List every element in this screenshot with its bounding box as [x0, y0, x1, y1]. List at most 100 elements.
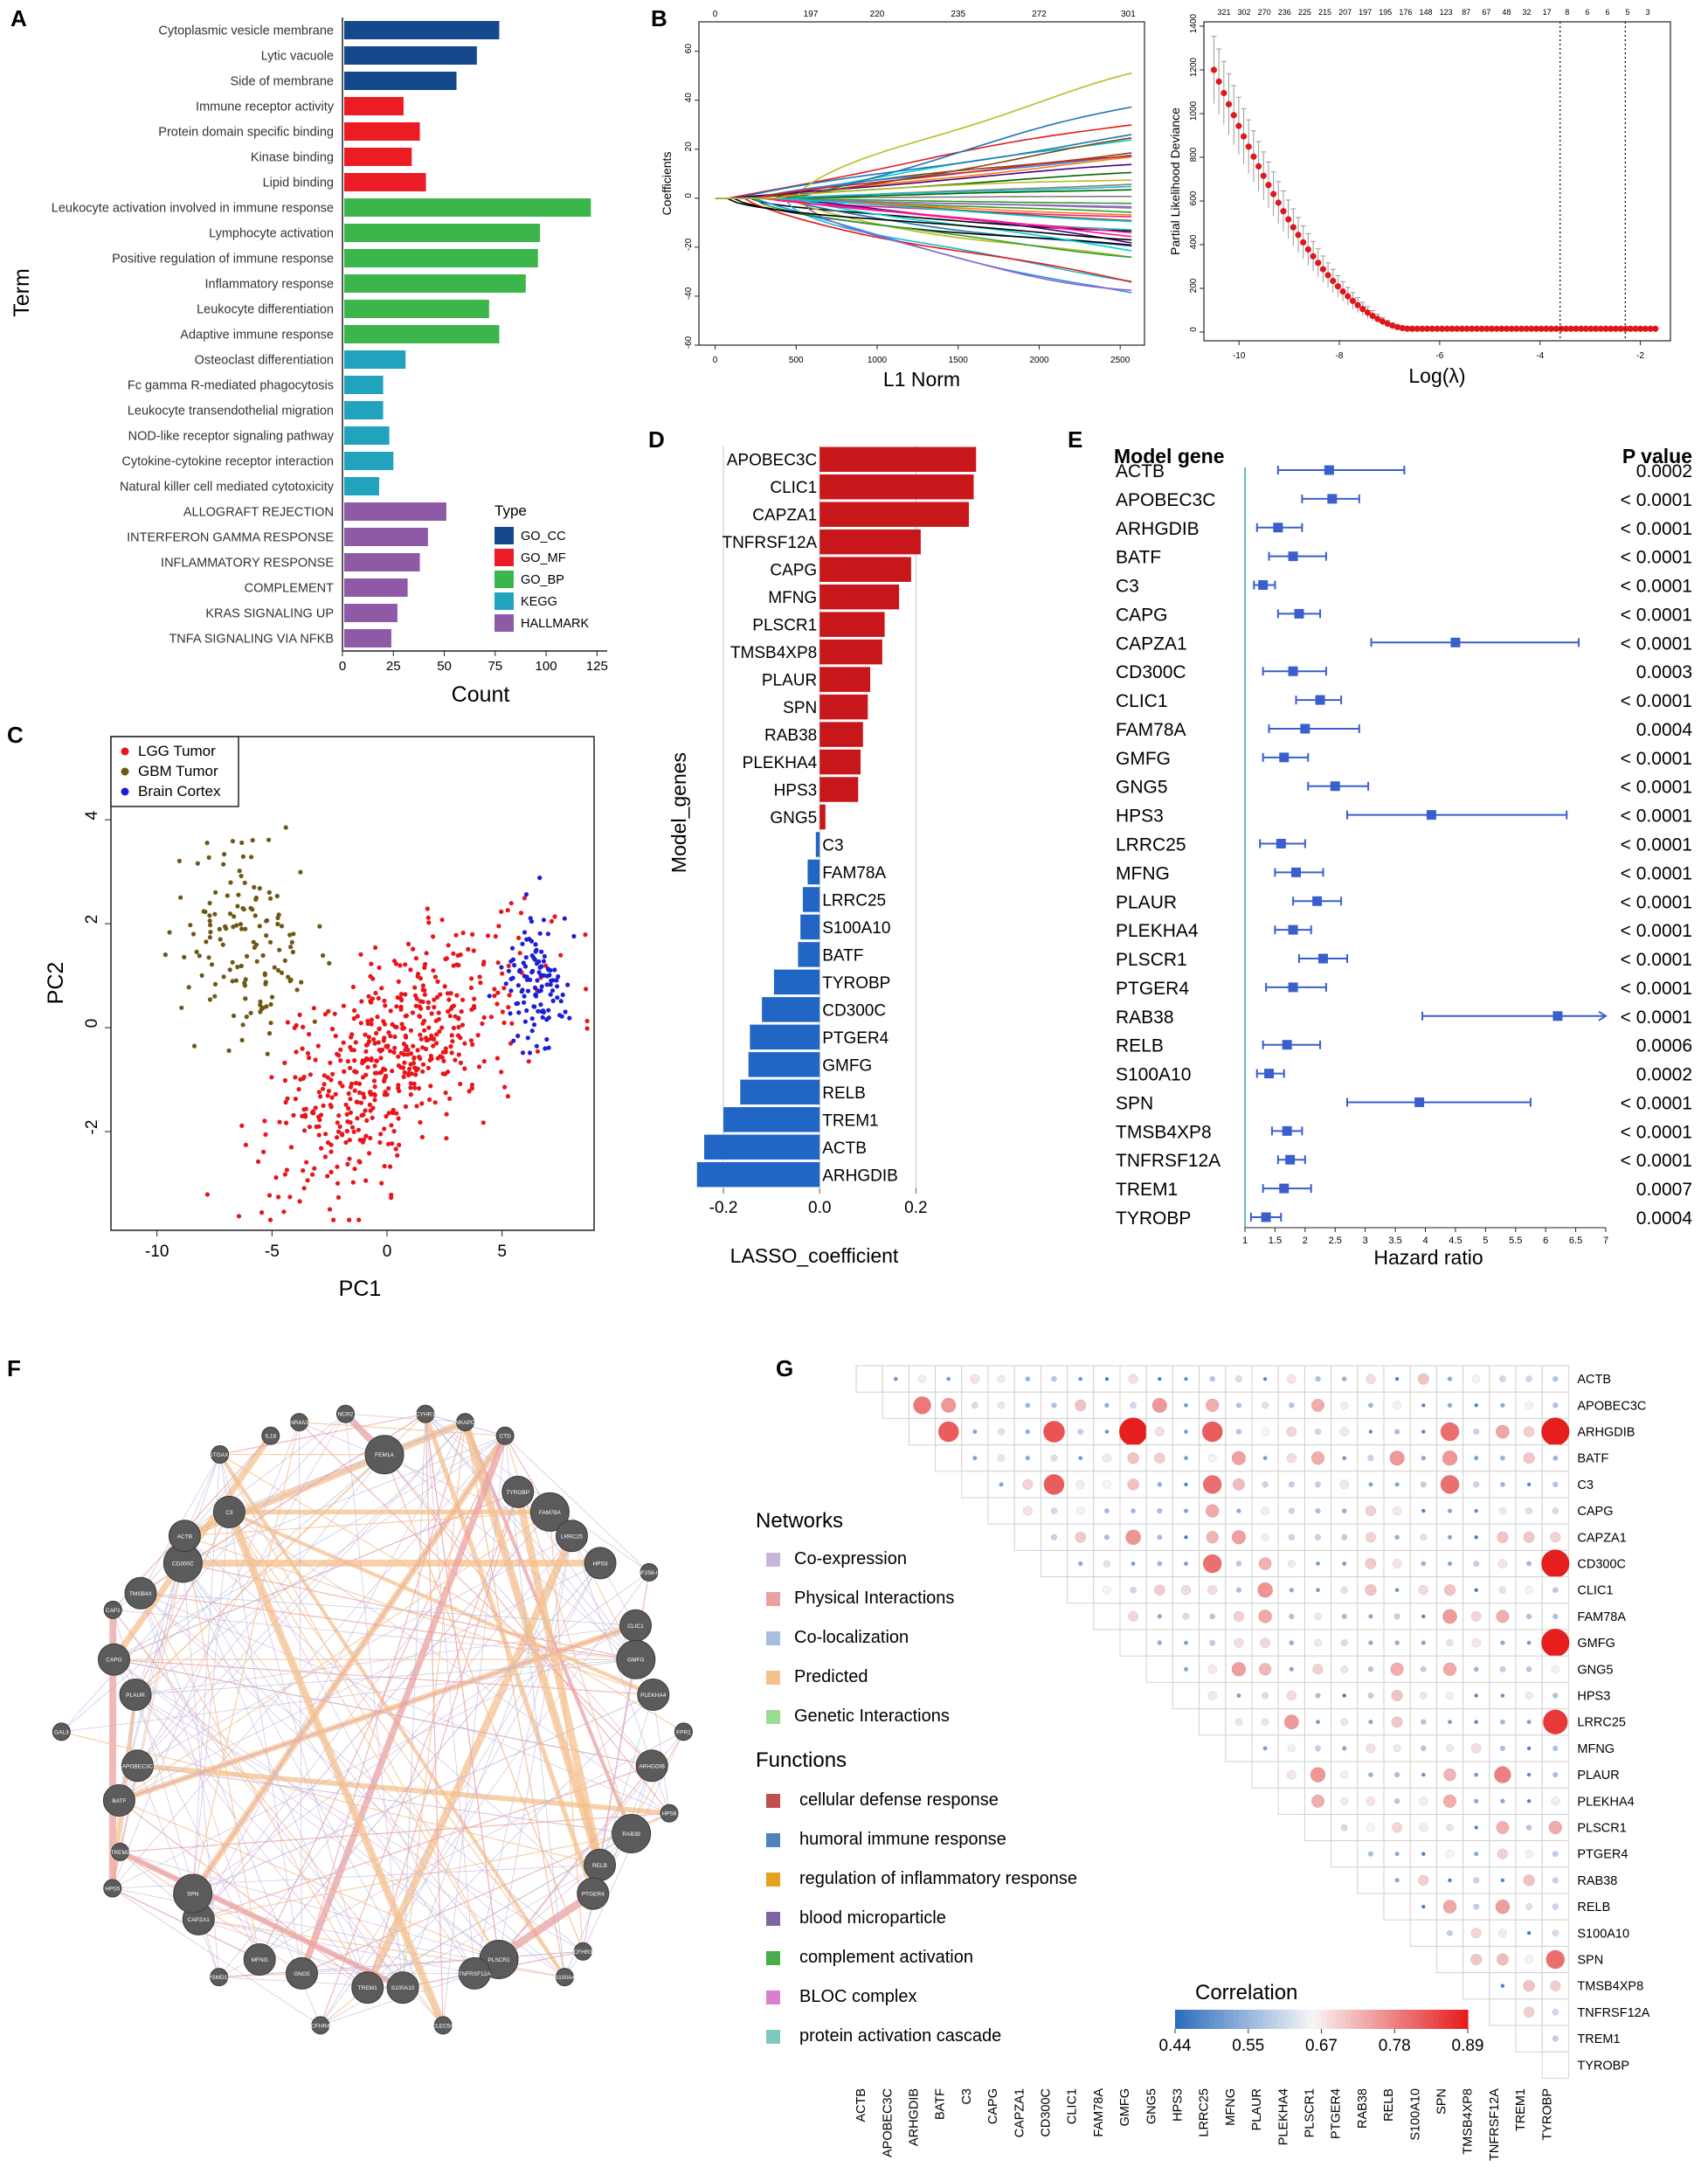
g-correlation-dot-capg-plscr1 — [1315, 1507, 1321, 1514]
f-network-edge — [119, 1799, 500, 1961]
c-sample-point-lgg-tumor — [347, 1138, 352, 1143]
g-correlation-dot-plekha4-tnfrsf12a — [1500, 1798, 1505, 1804]
c-sample-point-gbm-tumor — [283, 825, 288, 830]
c-sample-point-brain-cortex — [544, 973, 550, 979]
g-matrix-cell — [1331, 1444, 1359, 1472]
g-correlation-dot-actb-plekha4 — [1286, 1374, 1297, 1384]
c-sample-point-lgg-tumor — [269, 1075, 274, 1080]
c-legend-label: LGG Tumor — [138, 743, 216, 759]
c-sample-point-gbm-tumor — [213, 890, 218, 895]
g-correlation-dot-apobec3c-relb — [1393, 1401, 1402, 1410]
g-correlation-dot-apobec3c-arhgdib — [913, 1396, 931, 1415]
c-sample-point-brain-cortex — [563, 1009, 568, 1014]
c-sample-point-lgg-tumor — [415, 1048, 420, 1053]
f-gene-node-label: CAPG — [106, 1658, 121, 1664]
f-network-edge — [112, 1887, 322, 2026]
c-sample-point-lgg-tumor — [517, 951, 522, 956]
g-correlation-dot-c3-rab38 — [1368, 1482, 1373, 1487]
g-correlation-dot-batf-tyrobp — [1552, 1455, 1559, 1461]
b2-top-tick-label: 17 — [1543, 8, 1552, 17]
c-sample-point-lgg-tumor — [335, 1164, 340, 1169]
c-sample-point-gbm-tumor — [226, 1048, 232, 1053]
b1-coefficient-path — [715, 185, 1132, 199]
b1-top-tick-label: 0 — [713, 10, 718, 19]
b2-deviance-point — [1493, 325, 1500, 332]
d-bar-plscr1 — [819, 612, 885, 637]
g-column-label: PLAUR — [1250, 2088, 1264, 2130]
c-sample-point-brain-cortex — [562, 916, 567, 921]
c-sample-point-lgg-tumor — [315, 1043, 321, 1049]
a-x-tick-label: 25 — [386, 659, 401, 674]
g-correlation-dot-lrrc25-plscr1 — [1315, 1720, 1321, 1725]
f-network-edge — [218, 1535, 572, 1977]
c-sample-point-gbm-tumor — [221, 974, 226, 980]
c-sample-point-lgg-tumor — [311, 1006, 316, 1011]
c-sample-point-lgg-tumor — [401, 1025, 407, 1031]
f-gene-node-label: HPS6 — [662, 1811, 677, 1817]
b2-deviance-point — [1285, 216, 1292, 223]
b2-deviance-point — [1632, 325, 1639, 332]
c-sample-point-lgg-tumor — [291, 1112, 296, 1118]
c-sample-point-gbm-tumor — [274, 893, 280, 899]
f-network-edge — [120, 1852, 500, 1960]
c-sample-point-gbm-tumor — [258, 1002, 263, 1007]
c-sample-point-lgg-tumor — [356, 1217, 362, 1222]
c-sample-point-lgg-tumor — [347, 1156, 352, 1161]
f-network-edge — [504, 1435, 650, 1573]
d-gene-label: LRRC25 — [822, 891, 886, 910]
c-sample-point-gbm-tumor — [190, 931, 197, 937]
g-correlation-dot-mfng-rab38 — [1366, 1743, 1376, 1754]
c-sample-point-lgg-tumor — [372, 1097, 377, 1103]
e-hazard-ratio-marker — [1324, 465, 1334, 475]
f-gene-node-label: CAP1 — [106, 1608, 121, 1614]
b1-x-tick-label: 1000 — [868, 356, 888, 365]
g-correlation-dot-tmsb4xp8-trem1 — [1523, 1980, 1535, 1992]
e-gene-label: GMFG — [1116, 749, 1171, 769]
d-gene-label: ACTB — [822, 1139, 867, 1158]
c-sample-point-brain-cortex — [524, 937, 529, 942]
g-correlation-dot-ptger4-spn — [1445, 1849, 1455, 1859]
a-x-tick-label: 0 — [339, 659, 346, 674]
g-column-label: GNG5 — [1144, 2088, 1158, 2124]
g-colorbar-tick-label: 0.67 — [1305, 2037, 1338, 2055]
c-sample-point-lgg-tumor — [331, 1217, 336, 1222]
b2-deviance-point — [1384, 320, 1391, 328]
c-sample-point-brain-cortex — [508, 1011, 513, 1016]
a-legend-title: Type — [494, 502, 527, 519]
c-sample-point-gbm-tumor — [220, 942, 225, 947]
a-category-label: Leukocyte activation involved in immune … — [52, 202, 334, 216]
c-sample-point-lgg-tumor — [434, 1041, 439, 1046]
e-hazard-ratio-marker — [1258, 580, 1269, 591]
b2-deviance-point — [1523, 325, 1530, 332]
c-sample-point-lgg-tumor — [431, 1043, 436, 1049]
e-p-value: < 0.0001 — [1621, 490, 1692, 510]
a-category-label: Protein domain specific binding — [158, 126, 334, 140]
g-correlation-dot-batf-plekha4 — [1286, 1453, 1297, 1464]
g-column-label: TNFRSF12A — [1488, 2088, 1502, 2161]
d-bar-c3 — [815, 832, 820, 857]
g-correlation-dot-arhgdib-tmsb4xp8 — [1473, 1428, 1480, 1436]
b2-top-tick-label: 302 — [1238, 8, 1251, 17]
c-sample-point-brain-cortex — [525, 988, 531, 993]
c-sample-point-brain-cortex — [516, 1010, 522, 1015]
c-sample-point-lgg-tumor — [396, 1085, 401, 1090]
c-sample-point-lgg-tumor — [506, 963, 511, 968]
g-colorbar-segment — [1374, 2010, 1381, 2029]
f-gene-node-ptger4 — [577, 1877, 610, 1910]
c-sample-point-lgg-tumor — [378, 1132, 384, 1137]
e-p-value: < 0.0001 — [1621, 778, 1692, 798]
f-gene-node-label: GMFG — [627, 1658, 645, 1664]
g-correlation-dot-lrrc25-relb — [1391, 1716, 1403, 1728]
b2-deviance-point — [1528, 325, 1535, 332]
c-sample-point-lgg-tumor — [420, 1062, 426, 1067]
b2-deviance-point — [1270, 190, 1277, 197]
c-sample-point-brain-cortex — [557, 1013, 563, 1018]
b2-deviance-point — [1300, 239, 1307, 246]
g-correlation-dot-c3-clic1 — [1075, 1479, 1085, 1490]
c-sample-point-gbm-tumor — [232, 914, 237, 919]
a-bar-kras-signaling-up — [344, 604, 398, 622]
g-correlation-dot-actb-ptger4 — [1341, 1376, 1347, 1381]
g-correlation-dot-gng5-mfng — [1231, 1662, 1247, 1677]
e-gene-label: MFNG — [1116, 863, 1170, 883]
c-sample-point-lgg-tumor — [301, 1168, 306, 1174]
